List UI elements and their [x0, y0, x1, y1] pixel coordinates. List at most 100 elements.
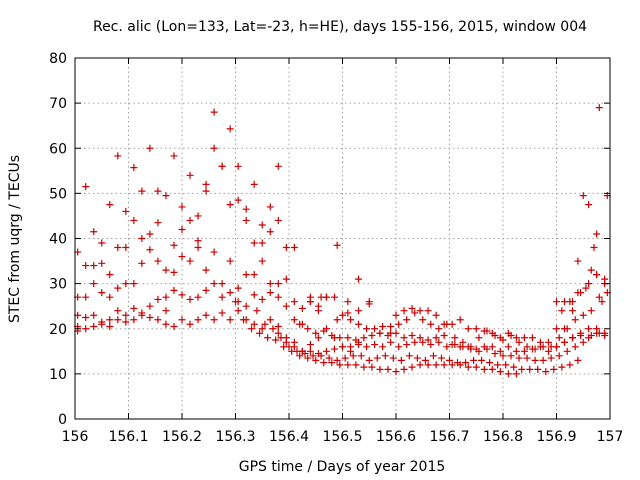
- data-point: [82, 325, 90, 333]
- data-point: [392, 368, 400, 376]
- data-point: [585, 334, 593, 342]
- data-point: [472, 345, 480, 353]
- data-point: [446, 356, 453, 364]
- data-point: [162, 307, 170, 315]
- data-point: [432, 361, 440, 369]
- data-point: [274, 216, 282, 224]
- data-point: [512, 334, 520, 342]
- data-point: [138, 259, 146, 267]
- data-point: [395, 320, 403, 328]
- y-tick-label: 0: [58, 412, 67, 428]
- data-point: [322, 347, 330, 355]
- data-point: [456, 316, 464, 324]
- data-point: [146, 302, 154, 310]
- data-point: [451, 334, 459, 342]
- data-point: [558, 307, 566, 315]
- data-point: [258, 221, 266, 229]
- data-point: [304, 354, 312, 362]
- data-point: [330, 345, 338, 353]
- data-point: [82, 183, 90, 191]
- x-tick-label: 156: [62, 429, 89, 445]
- data-point: [456, 343, 464, 351]
- data-point: [202, 180, 210, 188]
- data-point: [515, 354, 523, 362]
- data-point: [569, 307, 577, 315]
- data-point: [528, 334, 536, 342]
- series-arc-13: [558, 266, 611, 315]
- y-tick-label: 70: [49, 96, 67, 112]
- data-point: [595, 293, 603, 301]
- data-point: [250, 291, 258, 299]
- data-point: [296, 352, 304, 360]
- data-point: [392, 311, 400, 319]
- data-point: [210, 248, 218, 256]
- data-point: [379, 343, 387, 351]
- data-point: [170, 322, 178, 330]
- y-tick-label: 20: [49, 322, 67, 338]
- data-point: [494, 361, 502, 369]
- data-point: [186, 320, 194, 328]
- data-point: [574, 289, 582, 297]
- data-point: [234, 284, 242, 292]
- data-point: [232, 298, 239, 306]
- data-point: [290, 298, 298, 306]
- data-point: [306, 347, 314, 355]
- data-point: [162, 293, 170, 301]
- data-point: [491, 350, 499, 358]
- data-point: [347, 316, 355, 324]
- data-point: [130, 316, 138, 324]
- data-point: [296, 320, 304, 328]
- data-point: [154, 295, 162, 303]
- x-tick-label: 156.7: [429, 429, 469, 445]
- data-point: [515, 338, 523, 346]
- data-point: [480, 343, 488, 351]
- data-point: [256, 329, 264, 337]
- data-point: [298, 304, 306, 312]
- data-point: [122, 244, 130, 252]
- data-point: [488, 365, 496, 373]
- data-point: [328, 359, 336, 367]
- data-point: [437, 354, 445, 362]
- data-point: [547, 354, 555, 362]
- series-arc-1: [74, 108, 282, 256]
- data-point: [122, 207, 130, 215]
- data-point: [368, 363, 376, 371]
- data-point: [178, 253, 186, 261]
- data-point: [328, 332, 336, 340]
- data-point: [240, 316, 248, 324]
- data-point: [520, 347, 528, 355]
- data-point: [368, 332, 376, 340]
- data-point: [555, 352, 563, 360]
- data-point: [360, 363, 368, 371]
- data-point: [336, 334, 344, 342]
- data-point: [186, 295, 194, 303]
- data-point: [523, 343, 531, 351]
- data-point: [138, 187, 146, 195]
- x-tick-label: 156.4: [269, 429, 309, 445]
- data-point: [186, 257, 194, 265]
- data-point: [341, 354, 349, 362]
- data-point: [90, 280, 98, 288]
- y-tick-label: 80: [49, 51, 67, 67]
- data-point: [264, 334, 272, 342]
- data-point: [534, 365, 542, 373]
- data-point: [138, 235, 146, 242]
- data-point: [363, 325, 371, 333]
- data-point: [253, 307, 261, 315]
- data-point: [480, 327, 488, 335]
- data-point: [478, 356, 486, 364]
- data-point: [309, 352, 317, 360]
- data-point: [454, 359, 462, 367]
- data-point: [416, 361, 424, 369]
- data-point: [194, 237, 202, 245]
- data-point: [154, 187, 162, 195]
- data-point: [266, 289, 274, 297]
- chart-title: Rec. alic (Lon=133, Lat=-23, h=HE), days…: [93, 19, 587, 35]
- data-point: [106, 201, 114, 209]
- series-arc-12: [553, 104, 611, 333]
- data-point: [448, 341, 456, 349]
- data-point: [480, 365, 488, 373]
- series-arc-3: [74, 244, 314, 319]
- data-point: [376, 365, 384, 373]
- data-point: [379, 322, 387, 330]
